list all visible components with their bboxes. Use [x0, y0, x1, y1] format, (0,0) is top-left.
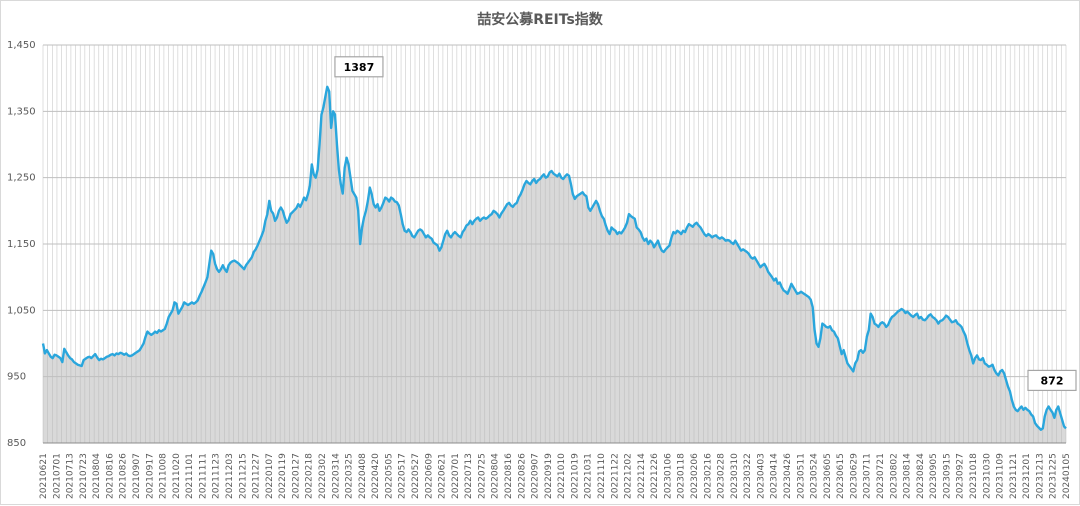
x-tick-label: 20220804 — [491, 453, 501, 499]
x-tick-label: 20220816 — [504, 453, 514, 499]
x-tick-label: 20220420 — [371, 453, 381, 499]
x-tick-label: 20211123 — [212, 453, 222, 499]
y-tick-label: 1,350 — [7, 106, 36, 117]
x-tick-label: 20220517 — [398, 453, 408, 499]
x-tick-label: 20221110 — [597, 453, 607, 499]
annotation-box — [334, 56, 384, 78]
x-tick-label: 20231121 — [1009, 453, 1019, 499]
annotation-box — [1027, 369, 1077, 392]
x-tick-label: 20230927 — [956, 453, 966, 499]
annotation-label: 872 — [1041, 374, 1064, 387]
x-tick-label: 20210907 — [132, 453, 142, 499]
x-tick-label: 20220919 — [544, 453, 554, 499]
x-tick-label: 20231225 — [1049, 453, 1059, 499]
x-tick-label: 20230310 — [730, 453, 740, 499]
x-tick-label: 20220119 — [278, 453, 288, 499]
x-tick-label: 20211101 — [185, 453, 195, 499]
y-tick-label: 1,450 — [7, 40, 36, 51]
x-tick-label: 20231213 — [1035, 453, 1045, 499]
x-tick-label: 20230615 — [836, 453, 846, 499]
x-tick-label: 20211111 — [198, 453, 208, 499]
x-tick-label: 20220609 — [424, 453, 434, 499]
x-tick-label: 20230905 — [929, 453, 939, 499]
x-tick-label: 20230106 — [663, 453, 673, 499]
x-tick-label: 20210713 — [66, 453, 76, 499]
x-tick-label: 20230802 — [889, 453, 899, 499]
y-tick-label: 1,250 — [7, 173, 36, 184]
x-tick-label: 20220127 — [291, 453, 301, 499]
x-tick-label: 20210816 — [105, 453, 115, 499]
x-tick-label: 20221226 — [650, 453, 660, 499]
y-tick-label: 1,150 — [7, 239, 36, 250]
x-tick-label: 20220314 — [331, 453, 341, 499]
x-tick-label: 20230414 — [770, 453, 780, 499]
x-tick-label: 20230629 — [849, 453, 859, 499]
x-tick-label: 20220408 — [358, 453, 368, 499]
x-tick-label: 20220218 — [305, 453, 315, 499]
x-tick-label: 20230824 — [916, 453, 926, 499]
x-tick-label: 20220325 — [345, 453, 355, 499]
x-tick-label: 20230524 — [810, 453, 820, 499]
x-tick-label: 20231201 — [1022, 453, 1032, 499]
x-tick-label: 20230814 — [903, 453, 913, 499]
x-tick-label: 20211008 — [159, 453, 169, 499]
x-tick-label: 20210723 — [79, 453, 89, 499]
x-tick-label: 20221202 — [624, 453, 634, 499]
x-tick-label: 20221010 — [557, 453, 567, 499]
x-tick-label: 20210804 — [92, 453, 102, 499]
x-tick-label: 20220302 — [318, 453, 328, 499]
chart-title: 喆安公募REITs指数 — [477, 12, 603, 28]
x-tick-label: 20220713 — [464, 453, 474, 499]
x-tick-label: 20221019 — [570, 453, 580, 499]
x-tick-label: 20220826 — [517, 453, 527, 499]
x-tick-label: 20220527 — [411, 453, 421, 499]
x-tick-label: 20240105 — [1062, 453, 1072, 499]
x-tick-label: 20211215 — [238, 453, 248, 499]
x-tick-label: 20230605 — [823, 453, 833, 499]
x-tick-label: 20220505 — [384, 453, 394, 499]
x-tick-label: 20230711 — [863, 453, 873, 499]
x-tick-label: 20220107 — [265, 453, 275, 499]
x-tick-label: 20230426 — [783, 453, 793, 499]
x-tick-label: 20231109 — [996, 453, 1006, 499]
y-tick-label: 1,050 — [7, 305, 36, 316]
x-tick-label: 20230216 — [703, 453, 713, 499]
x-tick-label: 20230721 — [876, 453, 886, 499]
x-tick-label: 20210621 — [39, 453, 49, 499]
x-tick-label: 20230206 — [690, 453, 700, 499]
y-tick-label: 850 — [7, 438, 26, 449]
y-tick-label: 950 — [7, 372, 26, 383]
x-tick-label: 20220701 — [451, 453, 461, 499]
series-line — [41, 85, 1067, 431]
x-tick-label: 20230403 — [756, 453, 766, 499]
x-tick-label: 20221122 — [610, 453, 620, 499]
x-tick-label: 20220621 — [438, 453, 448, 499]
x-tick-label: 20230511 — [796, 453, 806, 499]
x-tick-label: 20221031 — [584, 453, 594, 499]
x-tick-label: 20230118 — [677, 453, 687, 499]
x-tick-label: 20220725 — [477, 453, 487, 499]
x-tick-label: 20211020 — [172, 453, 182, 499]
x-tick-label: 20231030 — [982, 453, 992, 499]
x-tick-label: 20211227 — [252, 453, 262, 499]
x-tick-label: 20230322 — [743, 453, 753, 499]
x-tick-label: 20210826 — [119, 453, 129, 499]
x-tick-label: 20211203 — [225, 453, 235, 499]
x-tick-label: 20210917 — [145, 453, 155, 499]
x-tick-label: 20221214 — [637, 453, 647, 499]
annotation-label: 1387 — [344, 61, 375, 74]
x-tick-label: 20231018 — [969, 453, 979, 499]
x-tick-label: 20210701 — [52, 453, 62, 499]
x-tick-label: 20220907 — [531, 453, 541, 499]
x-tick-label: 20230228 — [717, 453, 727, 499]
x-tick-label: 20230915 — [942, 453, 952, 499]
